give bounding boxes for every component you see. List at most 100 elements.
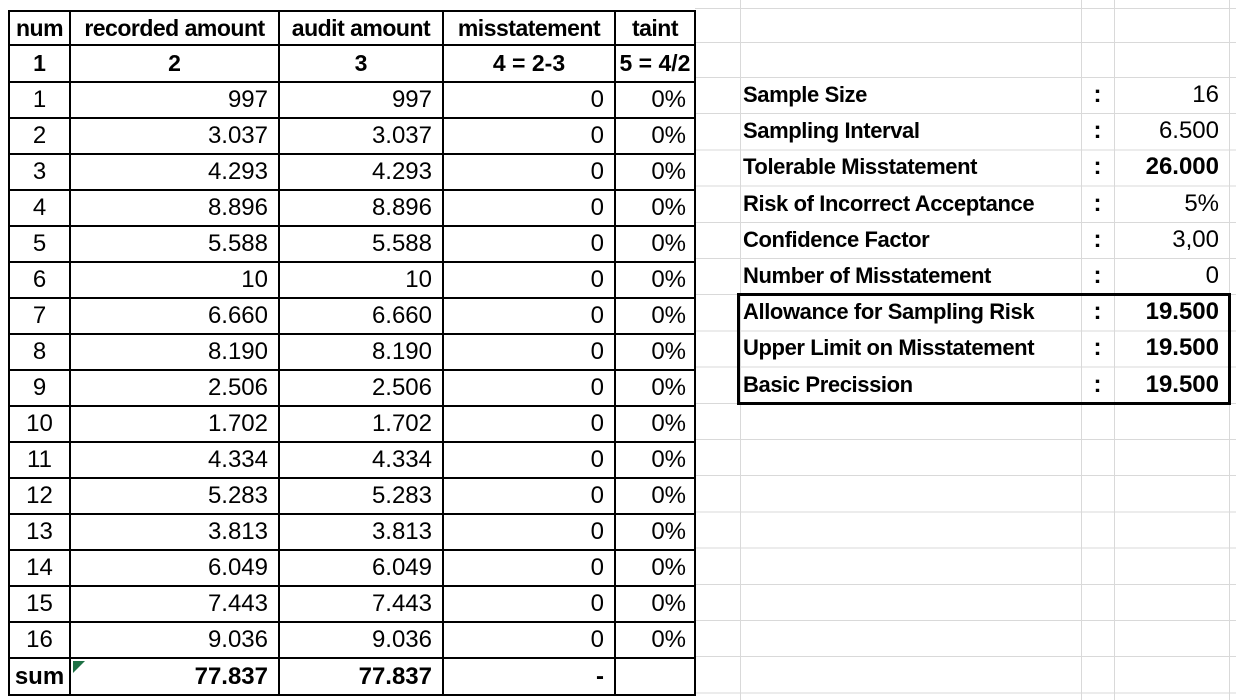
cell-taint[interactable]: 0%: [614, 189, 696, 227]
cell-recorded-amount[interactable]: 9.036: [69, 621, 280, 659]
cell-audit-amount[interactable]: 2.506: [278, 369, 444, 407]
sum-misstatement[interactable]: -: [442, 657, 616, 696]
cell-audit-amount[interactable]: 8.190: [278, 333, 444, 371]
summary-label[interactable]: Sample Size: [743, 82, 867, 108]
cell-audit-amount[interactable]: 5.588: [278, 225, 444, 263]
cell-misstatement[interactable]: 0: [442, 297, 616, 335]
cell-misstatement[interactable]: 0: [442, 477, 616, 515]
index-cell[interactable]: 4 = 2-3: [442, 44, 616, 83]
header-taint[interactable]: taint: [614, 10, 696, 46]
cell-recorded-amount[interactable]: 3.813: [69, 513, 280, 551]
summary-label[interactable]: Tolerable Misstatement: [743, 154, 978, 180]
cell-taint[interactable]: 0%: [614, 405, 696, 443]
cell-taint[interactable]: 0%: [614, 153, 696, 191]
summary-value[interactable]: 19.500: [1145, 370, 1219, 398]
cell-num[interactable]: 2: [8, 117, 71, 155]
summary-label[interactable]: Sampling Interval: [743, 118, 920, 144]
cell-misstatement[interactable]: 0: [442, 225, 616, 263]
cell-num[interactable]: 15: [8, 585, 71, 623]
summary-label[interactable]: Risk of Incorrect Acceptance: [743, 190, 1035, 216]
cell-num[interactable]: 5: [8, 225, 71, 263]
cell-misstatement[interactable]: 0: [442, 549, 616, 587]
cell-taint[interactable]: 0%: [614, 261, 696, 299]
sum-taint[interactable]: [614, 657, 696, 696]
cell-num[interactable]: 4: [8, 189, 71, 227]
cell-taint[interactable]: 0%: [614, 621, 696, 659]
cell-taint[interactable]: 0%: [614, 585, 696, 623]
cell-num[interactable]: 14: [8, 549, 71, 587]
summary-value[interactable]: 0: [1205, 262, 1219, 290]
cell-audit-amount[interactable]: 3.813: [278, 513, 444, 551]
cell-recorded-amount[interactable]: 6.049: [69, 549, 280, 587]
cell-misstatement[interactable]: 0: [442, 405, 616, 443]
summary-label[interactable]: Basic Precission: [743, 371, 913, 397]
cell-audit-amount[interactable]: 4.334: [278, 441, 444, 479]
cell-recorded-amount[interactable]: 2.506: [69, 369, 280, 407]
cell-audit-amount[interactable]: 997: [278, 81, 444, 119]
summary-label[interactable]: Confidence Factor: [743, 226, 930, 252]
cell-taint[interactable]: 0%: [614, 297, 696, 335]
cell-num[interactable]: 10: [8, 405, 71, 443]
cell-num[interactable]: 13: [8, 513, 71, 551]
cell-num[interactable]: 7: [8, 297, 71, 335]
summary-label[interactable]: Number of Misstatement: [743, 263, 991, 289]
cell-misstatement[interactable]: 0: [442, 189, 616, 227]
cell-misstatement[interactable]: 0: [442, 81, 616, 119]
cell-taint[interactable]: 0%: [614, 369, 696, 407]
cell-num[interactable]: 9: [8, 369, 71, 407]
cell-misstatement[interactable]: 0: [442, 333, 616, 371]
cell-audit-amount[interactable]: 8.896: [278, 189, 444, 227]
cell-audit-amount[interactable]: 3.037: [278, 117, 444, 155]
cell-recorded-amount[interactable]: 1.702: [69, 405, 280, 443]
cell-recorded-amount[interactable]: 7.443: [69, 585, 280, 623]
cell-num[interactable]: 11: [8, 441, 71, 479]
summary-value[interactable]: 19.500: [1145, 298, 1219, 326]
cell-misstatement[interactable]: 0: [442, 153, 616, 191]
cell-recorded-amount[interactable]: 8.896: [69, 189, 280, 227]
summary-label[interactable]: Allowance for Sampling Risk: [743, 299, 1035, 325]
cell-recorded-amount[interactable]: 4.293: [69, 153, 280, 191]
cell-recorded-amount[interactable]: 10: [69, 261, 280, 299]
cell-num[interactable]: 8: [8, 333, 71, 371]
cell-num[interactable]: 1: [8, 81, 71, 119]
cell-recorded-amount[interactable]: 997: [69, 81, 280, 119]
index-cell[interactable]: 5 = 4/2: [614, 44, 696, 83]
sum-recorded-amount[interactable]: 77.837: [69, 657, 280, 696]
cell-recorded-amount[interactable]: 5.283: [69, 477, 280, 515]
cell-recorded-amount[interactable]: 5.588: [69, 225, 280, 263]
summary-label[interactable]: Upper Limit on Misstatement: [743, 335, 1035, 361]
summary-value[interactable]: 3,00: [1172, 225, 1219, 253]
cell-taint[interactable]: 0%: [614, 513, 696, 551]
index-cell[interactable]: 3: [278, 44, 444, 83]
cell-misstatement[interactable]: 0: [442, 117, 616, 155]
cell-recorded-amount[interactable]: 8.190: [69, 333, 280, 371]
cell-num[interactable]: 12: [8, 477, 71, 515]
cell-audit-amount[interactable]: 1.702: [278, 405, 444, 443]
cell-audit-amount[interactable]: 5.283: [278, 477, 444, 515]
cell-audit-amount[interactable]: 10: [278, 261, 444, 299]
summary-value[interactable]: 19.500: [1145, 334, 1219, 362]
summary-value[interactable]: 5%: [1184, 189, 1219, 217]
header-misstatement[interactable]: misstatement: [442, 10, 616, 46]
sum-label[interactable]: sum: [8, 657, 71, 696]
cell-misstatement[interactable]: 0: [442, 585, 616, 623]
index-cell[interactable]: 2: [69, 44, 280, 83]
cell-taint[interactable]: 0%: [614, 333, 696, 371]
cell-taint[interactable]: 0%: [614, 225, 696, 263]
cell-num[interactable]: 16: [8, 621, 71, 659]
cell-num[interactable]: 6: [8, 261, 71, 299]
cell-misstatement[interactable]: 0: [442, 261, 616, 299]
header-audit-amount[interactable]: audit amount: [278, 10, 444, 46]
cell-num[interactable]: 3: [8, 153, 71, 191]
cell-audit-amount[interactable]: 7.443: [278, 585, 444, 623]
cell-recorded-amount[interactable]: 6.660: [69, 297, 280, 335]
header-num[interactable]: num: [8, 10, 71, 46]
cell-misstatement[interactable]: 0: [442, 513, 616, 551]
cell-taint[interactable]: 0%: [614, 477, 696, 515]
index-cell[interactable]: 1: [8, 44, 71, 83]
sum-audit-amount[interactable]: 77.837: [278, 657, 444, 696]
cell-taint[interactable]: 0%: [614, 441, 696, 479]
cell-misstatement[interactable]: 0: [442, 621, 616, 659]
cell-audit-amount[interactable]: 4.293: [278, 153, 444, 191]
cell-taint[interactable]: 0%: [614, 117, 696, 155]
